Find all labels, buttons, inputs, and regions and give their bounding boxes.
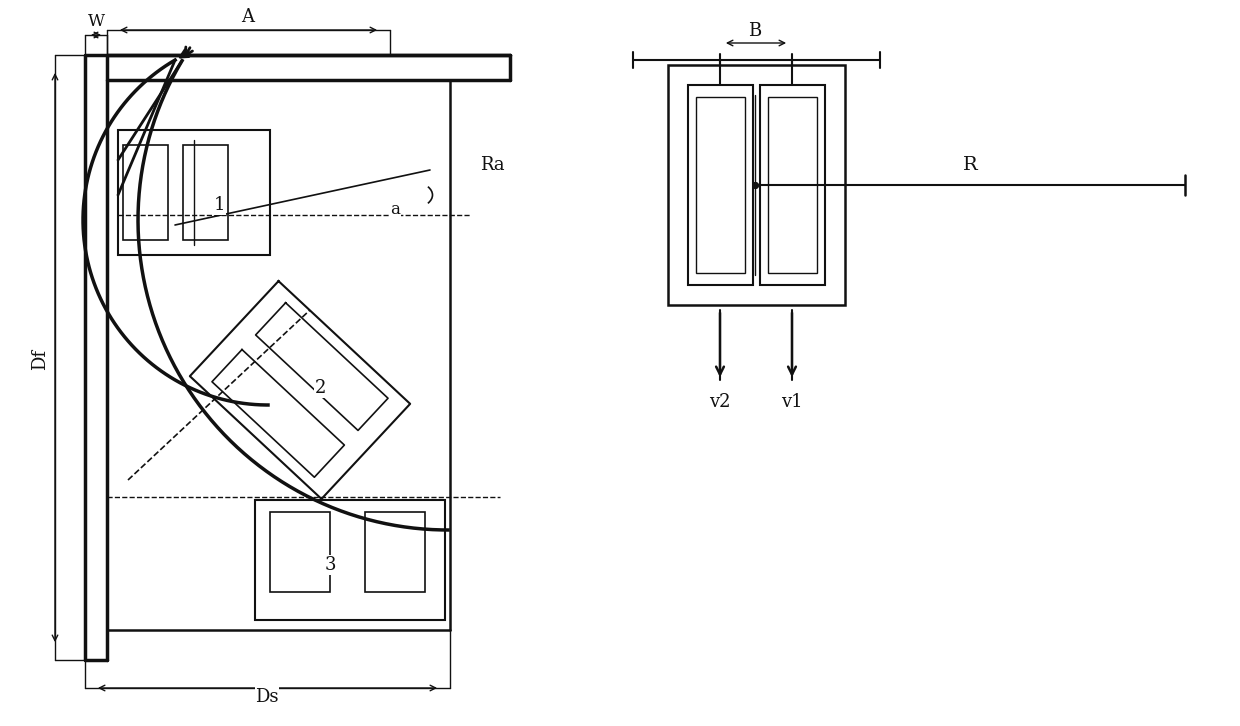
Bar xyxy=(123,145,167,240)
Text: 2: 2 xyxy=(314,379,326,397)
Text: B: B xyxy=(749,22,761,40)
Text: Df: Df xyxy=(31,349,50,370)
Text: A: A xyxy=(242,8,254,26)
Bar xyxy=(668,65,844,305)
Text: 1: 1 xyxy=(215,196,226,214)
Bar xyxy=(270,512,330,592)
Bar xyxy=(696,97,745,273)
Text: Ds: Ds xyxy=(255,688,279,706)
Text: W: W xyxy=(88,14,104,30)
Text: v2: v2 xyxy=(709,393,730,411)
Bar xyxy=(768,97,817,273)
Bar xyxy=(184,145,228,240)
Bar xyxy=(255,500,445,620)
Bar xyxy=(118,130,270,255)
Text: Ra: Ra xyxy=(480,156,505,174)
Bar xyxy=(365,512,425,592)
Text: R: R xyxy=(962,156,977,174)
Text: a: a xyxy=(391,202,401,219)
Text: 3: 3 xyxy=(324,556,336,574)
Bar xyxy=(688,85,753,285)
Text: v1: v1 xyxy=(781,393,802,411)
Bar xyxy=(760,85,825,285)
